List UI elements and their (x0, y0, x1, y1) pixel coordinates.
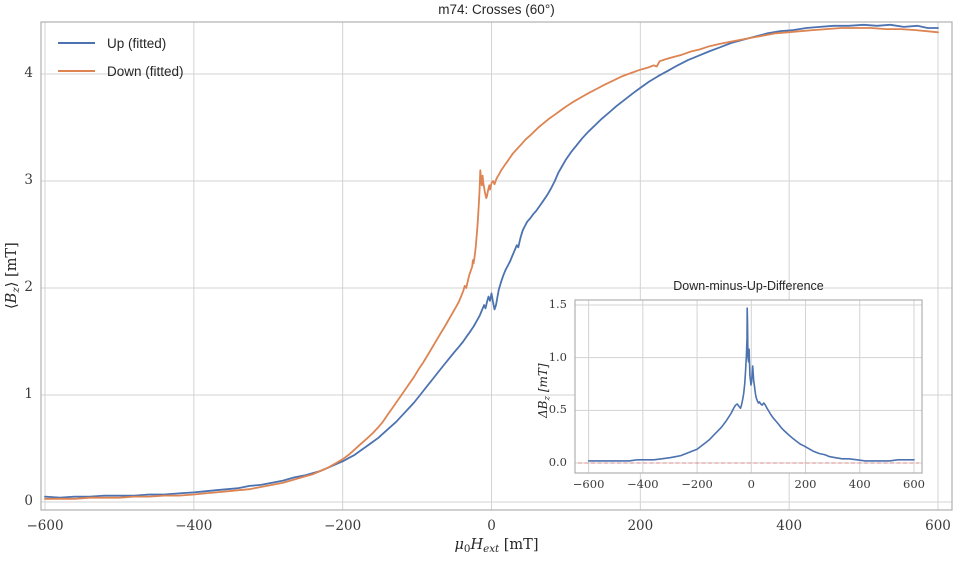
inset-plot-title: Down-minus-Up-Difference (673, 279, 824, 293)
inset-x-tick-label: 200 (794, 477, 817, 491)
legend-line-sample-down (58, 69, 95, 73)
main-y-tick-label: 4 (24, 64, 33, 81)
inset-y-tick-label: 0.5 (548, 402, 567, 417)
inset-x-tick-label: −400 (627, 477, 659, 491)
main-x-tick-label: −400 (175, 518, 213, 534)
legend-line-sample-up (58, 41, 95, 45)
inset-x-tick-label: −600 (572, 477, 605, 491)
legend-item-down: Down (fitted) (58, 57, 184, 85)
inset-y-tick-label: 1.0 (548, 349, 567, 364)
legend-item-up: Up (fitted) (58, 29, 184, 57)
main-x-tick-label: −200 (324, 518, 362, 534)
main-y-axis-label: ⟨Bz⟩ [mT] (4, 242, 22, 309)
main-x-tick-label: 600 (925, 518, 951, 534)
inset-x-tick-label: 0 (747, 477, 755, 491)
main-x-tick-label: 400 (776, 518, 803, 534)
main-y-tick-label: 3 (24, 171, 33, 188)
main-plot-title: m74: Crosses (60°) (438, 2, 555, 17)
main-x-tick-label: −600 (26, 518, 64, 534)
inset-x-tick-label: 600 (903, 477, 925, 491)
main-x-tick-label: 200 (627, 518, 654, 534)
main-x-tick-label: 0 (487, 518, 496, 534)
main-x-axis-label: μ0Hext [mT] (454, 537, 539, 555)
inset-y-tick-label: 1.5 (548, 296, 567, 311)
legend-label-down: Down (fitted) (107, 63, 184, 79)
inset-x-tick-label: 400 (848, 477, 871, 491)
main-y-tick-label: 0 (24, 492, 33, 509)
inset-x-tick-label: −200 (681, 477, 713, 491)
legend: Up (fitted) Down (fitted) (58, 29, 184, 85)
inset-y-tick-label: 0.0 (548, 454, 567, 469)
main-y-tick-label: 1 (24, 385, 33, 402)
main-y-tick-label: 2 (24, 278, 33, 295)
legend-label-up: Up (fitted) (107, 35, 167, 51)
